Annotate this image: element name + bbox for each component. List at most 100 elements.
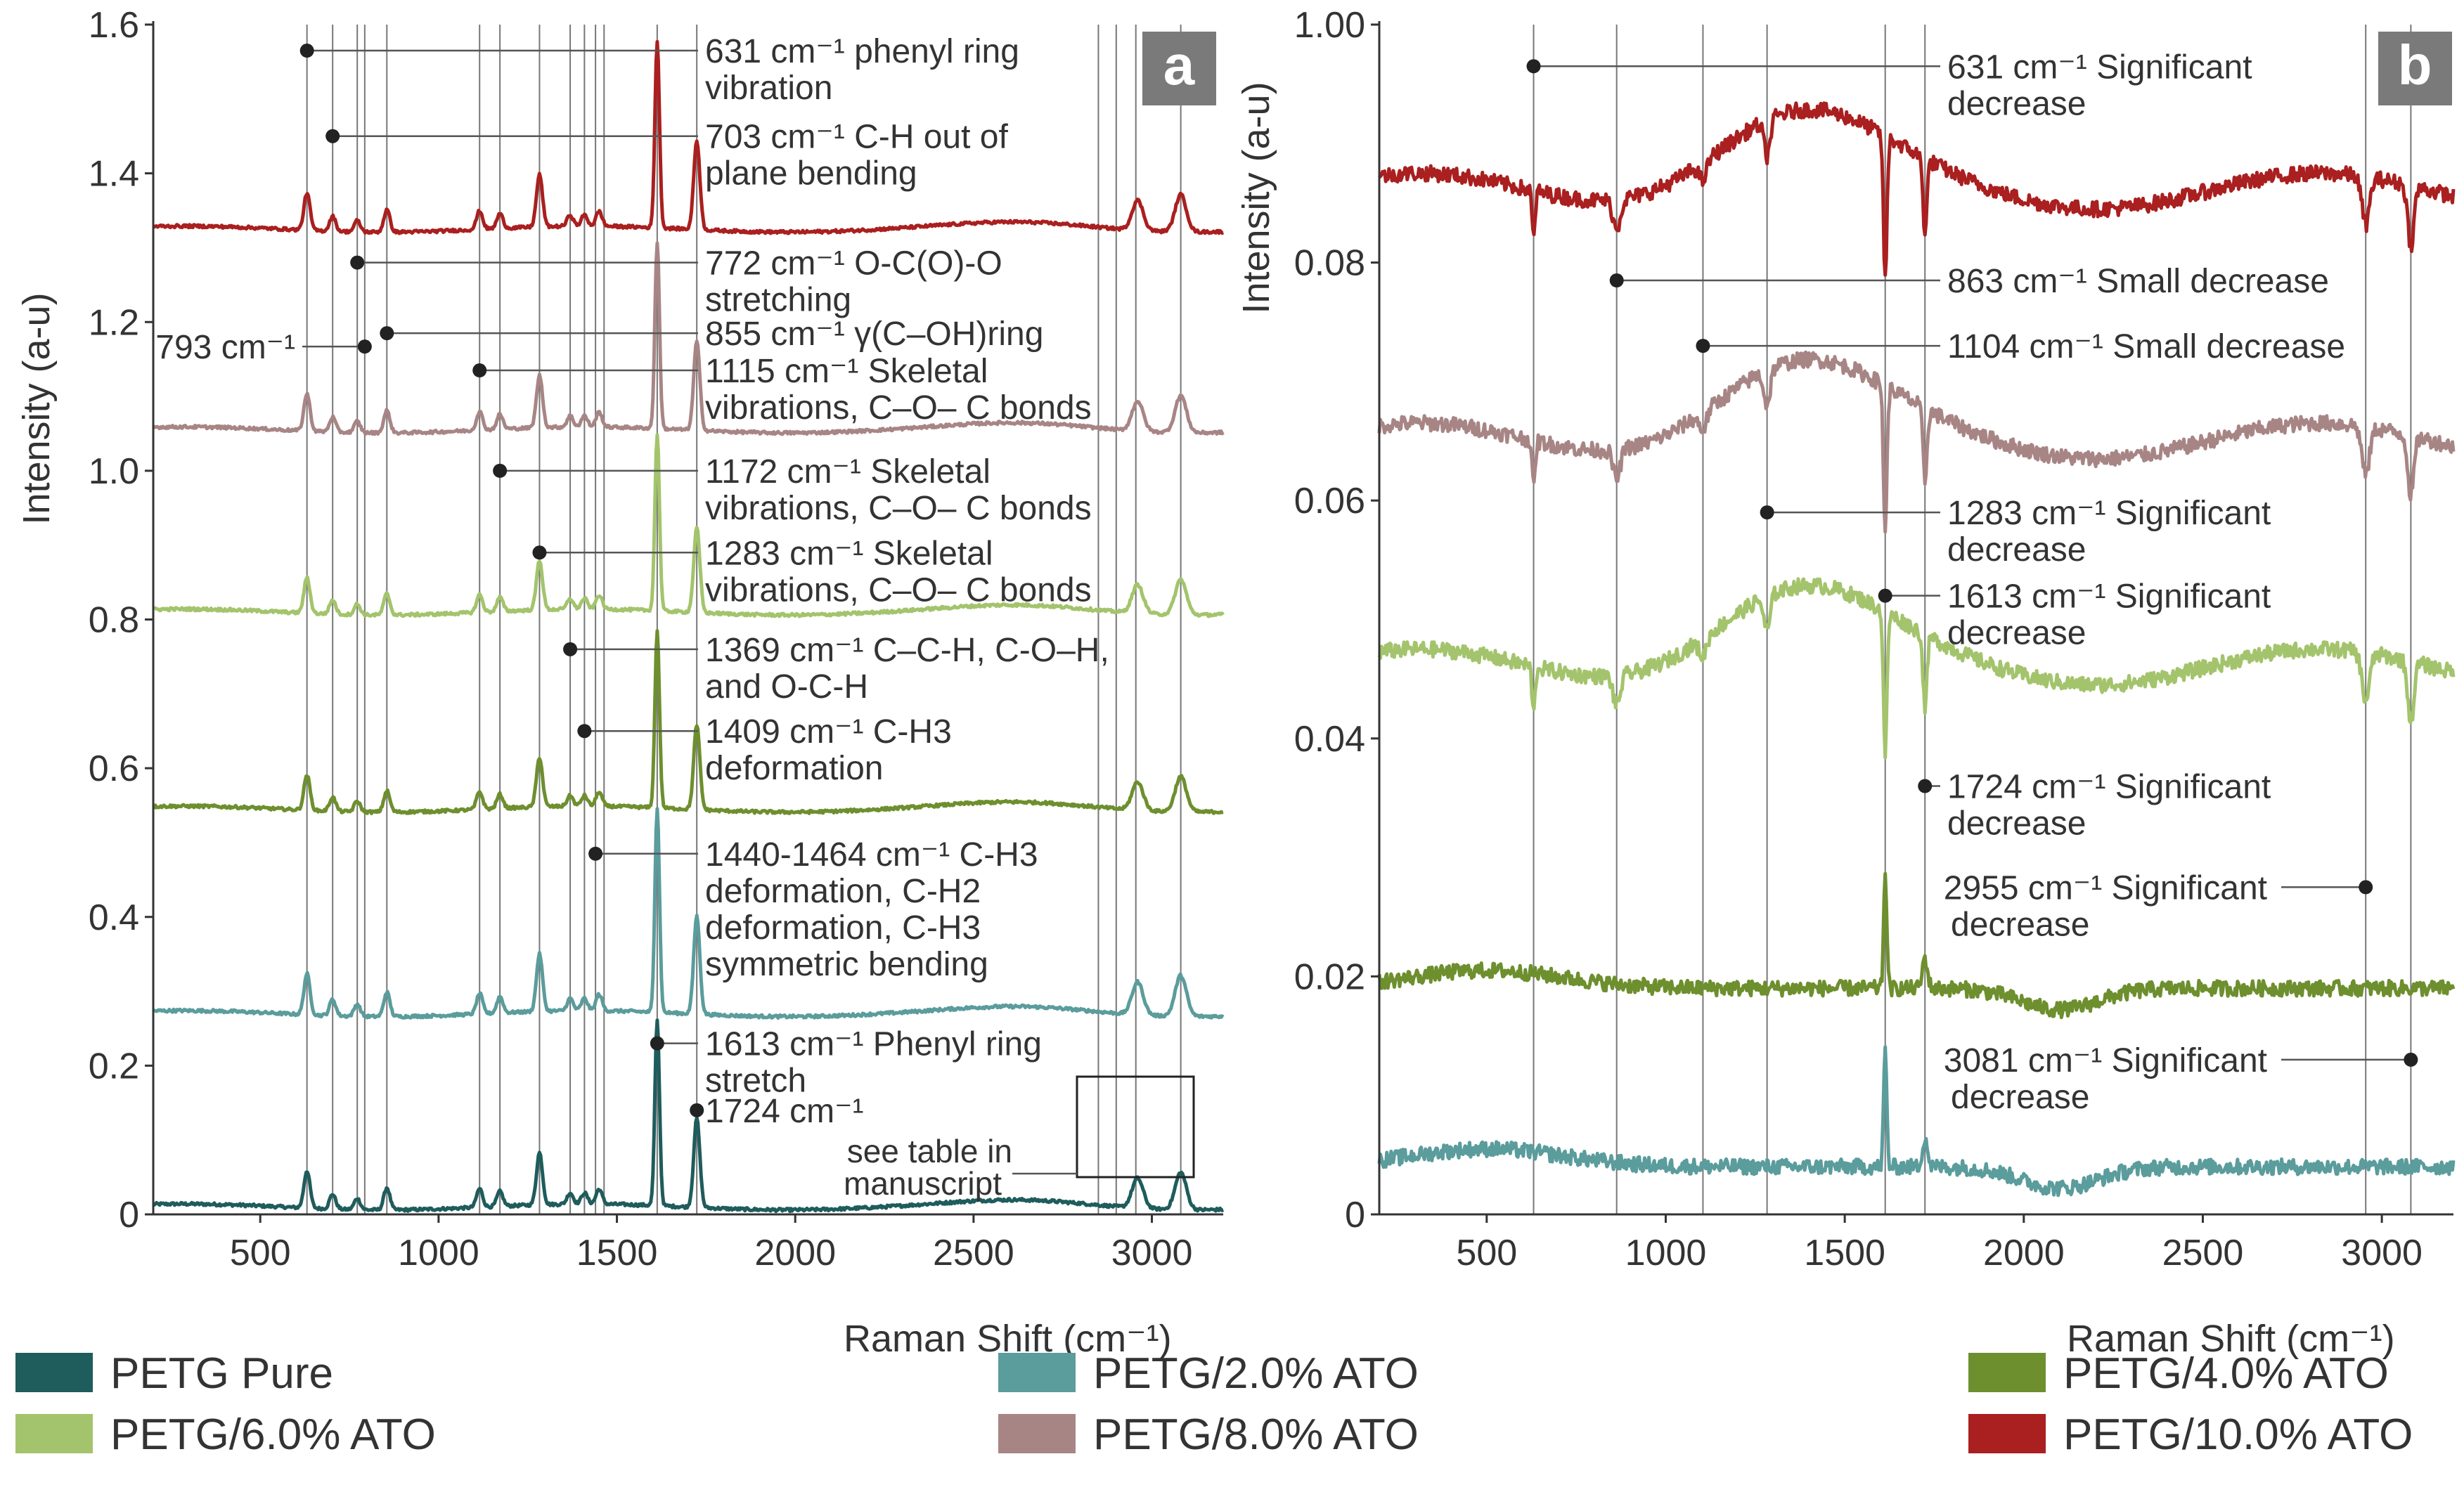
x-tick-label: 2500 [2162, 1233, 2244, 1273]
annotation-label: 1409 cm⁻¹ C-H3 [705, 713, 952, 751]
annotation-label: 1369 cm⁻¹ C–C-H, C-O–H, [705, 632, 1109, 669]
annotation-dot [2359, 880, 2373, 895]
annotation-dot [577, 724, 592, 739]
annotation-label: 1104 cm⁻¹ Small decrease [1947, 328, 2345, 365]
annotation-label: 855 cm⁻¹ γ(C–OH)ring [705, 316, 1043, 353]
legend-label: PETG/10.0% ATO [2063, 1410, 2413, 1459]
legend-swatch [15, 1414, 93, 1453]
annotation-dot [357, 339, 372, 354]
annotation-label: 631 cm⁻¹ Significant [1947, 48, 2252, 86]
annotation-label: 1283 cm⁻¹ Significant [1947, 495, 2271, 532]
annotation-label: 1172 cm⁻¹ Skeletal [705, 453, 991, 491]
legend-label: PETG/6.0% ATO [110, 1410, 436, 1459]
x-tick-label: 1000 [398, 1233, 479, 1273]
annotation-dot [1760, 505, 1774, 520]
spectrum-line [1377, 350, 2456, 534]
annotation-label: plane bending [705, 155, 917, 193]
x-tick-label: 1500 [576, 1233, 658, 1273]
x-tick-label: 3000 [1111, 1233, 1193, 1273]
annotation-dot [1696, 339, 1710, 353]
annotation-label: decrease [1951, 906, 2089, 943]
annotation-label: decrease [1951, 1079, 2089, 1116]
legend-label: PETG/2.0% ATO [1093, 1349, 1419, 1398]
x-axis-label: Raman Shift (cm⁻¹) [2067, 1318, 2395, 1360]
annotation-label: symmetric bending [705, 946, 988, 983]
y-axis-label: Intensity (a-u) [1235, 82, 1277, 313]
y-tick-label: 0.04 [1294, 719, 1365, 760]
x-tick-label: 2000 [754, 1233, 836, 1273]
y-tick-label: 0.4 [89, 897, 139, 938]
annotation-label: vibrations, C–O– C bonds [705, 571, 1092, 609]
panel-badge-b-text: b [2398, 34, 2432, 96]
annotation-label: 2955 cm⁻¹ Significant [1944, 869, 2267, 907]
annotation-label: and O-C-H [705, 668, 868, 706]
spectrum-line [152, 629, 1224, 815]
annotation-label: 703 cm⁻¹ C-H out of [705, 119, 1008, 156]
y-tick-label: 1.00 [1294, 5, 1365, 46]
annotation-label: deformation, C-H3 [705, 909, 981, 947]
annotation-label: vibrations, C–O– C bonds [705, 490, 1092, 527]
spectrum-line [1377, 1045, 2456, 1198]
annotation-dot [350, 255, 365, 270]
spectrum-line [152, 807, 1225, 1020]
annotation-label: 1440-1464 cm⁻¹ C-H3 [705, 836, 1038, 874]
y-tick-label: 0.08 [1294, 243, 1365, 284]
box-label-line1: see table in [847, 1133, 1012, 1169]
annotation-label: vibrations, C–O– C bonds [705, 389, 1092, 427]
y-tick-label: 0.6 [89, 748, 139, 789]
legend-swatch [998, 1353, 1076, 1392]
annotation-dot [1526, 59, 1541, 74]
panel-badge-a-text: a [1163, 34, 1195, 96]
x-tick-label: 500 [230, 1233, 291, 1273]
annotation-label: 772 cm⁻¹ O-C(O)-O [705, 245, 1002, 283]
y-axis-label: Intensity (a-u) [15, 292, 58, 524]
annotation-dot [493, 463, 508, 478]
y-tick-label: 0.2 [89, 1046, 139, 1086]
annotation-label: decrease [1947, 531, 2086, 569]
annotation-label: stretch [705, 1063, 806, 1100]
annotation-dot [588, 846, 603, 861]
y-tick-label: 1.4 [89, 154, 139, 195]
legend-label: PETG/4.0% ATO [2063, 1349, 2389, 1398]
spectrum-line [1378, 101, 2456, 277]
annotation-dot [2404, 1052, 2418, 1067]
panel-badge-b [2378, 32, 2452, 105]
legend-swatch [15, 1353, 93, 1392]
y-tick-label: 0.8 [89, 600, 139, 641]
y-tick-label: 1.2 [89, 302, 139, 343]
annotation-label: 631 cm⁻¹ phenyl ring [705, 33, 1019, 70]
spectrum-line [152, 39, 1225, 235]
legend-label: PETG Pure [110, 1349, 333, 1398]
panel-b-chart: 0 0.02 0.04 0.06 0.08 1.00 500 1000 1500 2000 2500… [1235, 5, 2456, 1360]
annotation-label: 1115 cm⁻¹ Skeletal [705, 353, 988, 390]
annotation-dot [690, 1103, 704, 1117]
spectrum-line [1377, 577, 2456, 760]
annotation-label: decrease [1947, 615, 2086, 652]
annotation-dot [1918, 779, 1933, 793]
x-tick-label: 3000 [2341, 1233, 2423, 1273]
annotation-dot [299, 44, 314, 58]
x-tick-label: 1000 [1625, 1233, 1707, 1273]
annotation-label: 3081 cm⁻¹ Significant [1944, 1042, 2267, 1079]
annotation-dot [532, 545, 547, 560]
annotation-label-793: 793 cm⁻¹ [155, 329, 295, 366]
annotation-label: 863 cm⁻¹ Small decrease [1947, 263, 2329, 300]
annotation-label: 1724 cm⁻¹ Significant [1947, 769, 2271, 806]
x-tick-label: 2500 [933, 1233, 1014, 1273]
legend-swatch [1968, 1353, 2046, 1392]
annotation-label: decrease [1947, 85, 2086, 122]
annotation-label: 1613 cm⁻¹ Phenyl ring [705, 1026, 1042, 1063]
annotation-label: 1283 cm⁻¹ Skeletal [705, 535, 993, 572]
legend: PETG Pure PETG/2.0% ATO PETG/4.0% ATO PETG/… [15, 1349, 2413, 1459]
spectrum-line [152, 1018, 1225, 1214]
legend-swatch [1968, 1414, 2046, 1453]
annotation-dot [1609, 273, 1624, 287]
annotation-label: 1613 cm⁻¹ Significant [1947, 578, 2271, 616]
annotation-label: deformation, C-H2 [705, 873, 981, 910]
y-tick-label: 0 [119, 1195, 139, 1235]
annotation-dot [380, 326, 394, 341]
annotation-label: vibration [705, 70, 832, 107]
annotation-dot [650, 1036, 664, 1051]
legend-label: PETG/8.0% ATO [1093, 1410, 1419, 1459]
